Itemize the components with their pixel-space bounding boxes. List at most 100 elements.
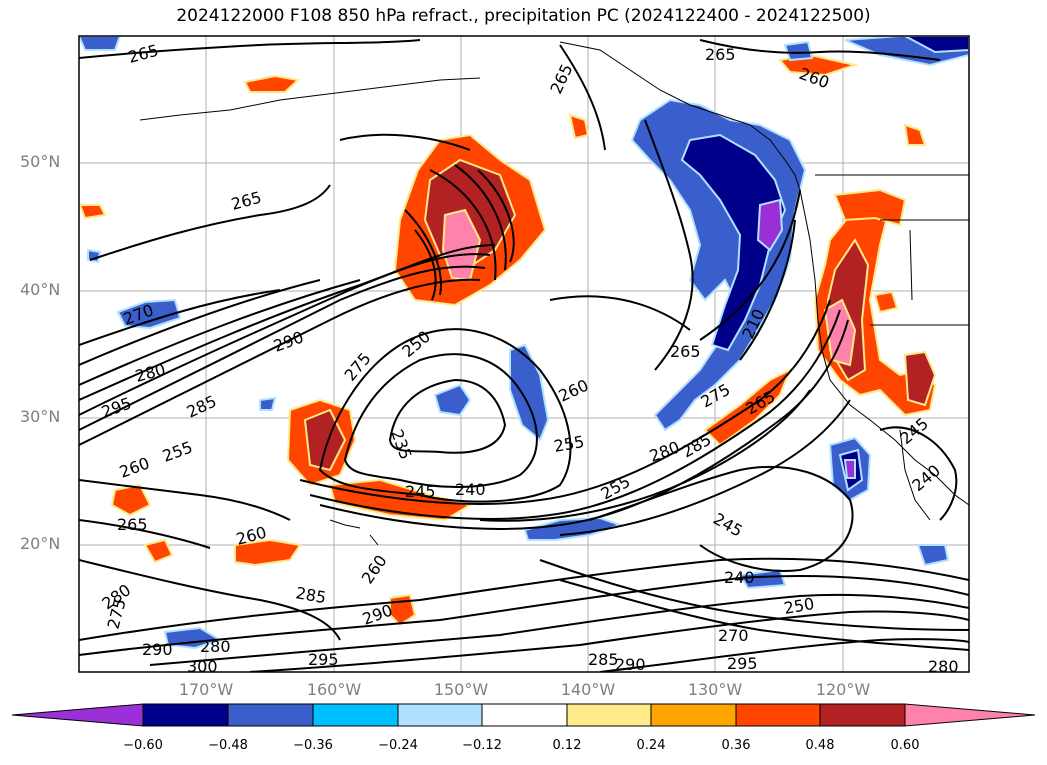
lon-label: 120°W [815, 680, 871, 699]
precip-blob [783, 40, 814, 62]
contour-label: 255 [160, 437, 195, 465]
contour-label: 265 [546, 61, 576, 97]
contour-label: 250 [782, 594, 815, 618]
lat-label: 30°N [20, 407, 61, 426]
precip-blob [79, 36, 122, 51]
colorbar-tick-label: 0.60 [890, 738, 920, 753]
contour-line [79, 244, 496, 401]
map-frame [78, 35, 970, 673]
contour-line [79, 39, 421, 59]
contour-label: 280 [200, 637, 231, 656]
colorbar-segment [481, 703, 568, 727]
contour-label: 280 [133, 360, 167, 386]
contour-line [549, 295, 691, 331]
contour-label: 265 [705, 45, 736, 64]
precip-blob [433, 383, 472, 417]
colorbar-tick-label: −0.60 [123, 738, 163, 753]
contour-line [477, 169, 515, 263]
contour-label: 265 [117, 515, 148, 534]
contour-line [79, 278, 481, 446]
coastline [139, 77, 481, 121]
contour-line [79, 289, 281, 346]
contour-line [559, 44, 606, 151]
contour-line [644, 119, 694, 371]
colorbar-segment [312, 703, 399, 727]
contour-label: 290 [142, 640, 173, 659]
contour-line [309, 309, 841, 520]
contour-line [559, 399, 851, 536]
contour-label: 285 [294, 583, 327, 607]
colorbar-tick-label: 0.12 [552, 738, 582, 753]
contour-line [559, 579, 969, 651]
precip-negative-areas [79, 36, 969, 650]
contour-line [79, 559, 341, 641]
contour-line [79, 479, 291, 521]
contour-line [339, 133, 471, 151]
precip-blob [756, 198, 784, 252]
precip-blob [568, 113, 590, 140]
precip-blob [738, 568, 787, 590]
precip-blob [903, 123, 927, 146]
colorbar-tick-label: −0.24 [378, 738, 418, 753]
contour-line [79, 557, 969, 641]
colorbar-tick-label: 0.48 [805, 738, 835, 753]
contour-line [699, 39, 941, 61]
precip-blob [823, 298, 857, 367]
contour-label: 275 [341, 349, 375, 385]
lat-label: 20°N [20, 534, 61, 553]
contour-label: 270 [718, 626, 749, 645]
colorbar-segment [650, 703, 737, 727]
contour-line [589, 465, 854, 572]
contour-line [414, 229, 437, 301]
precip-blob [143, 538, 174, 564]
colorbar-tick-label: −0.36 [293, 738, 333, 753]
lat-label: 50°N [20, 152, 61, 171]
contour-label: 240 [908, 461, 944, 495]
contour-label: 280 [647, 437, 682, 465]
colorbar-extend-low [11, 703, 144, 727]
contour-label: 295 [727, 654, 758, 673]
contour-line [739, 219, 796, 361]
contour-line [343, 353, 538, 488]
contour-line [388, 378, 507, 454]
precip-blob [110, 483, 152, 517]
contour-line [318, 328, 572, 503]
contour-line [479, 389, 811, 522]
precip-positive-areas [79, 53, 937, 627]
precip-blob [116, 298, 182, 330]
contour-label: 235 [387, 427, 415, 462]
lon-label: 130°W [687, 680, 743, 699]
precip-blob [833, 188, 907, 227]
precip-blob [916, 544, 950, 567]
coastline [909, 229, 913, 301]
colorbar-segment [142, 703, 229, 727]
contour-line [699, 189, 801, 341]
contour-label: 280 [928, 657, 959, 676]
contour-line [79, 279, 361, 386]
contour-line [454, 164, 507, 271]
contour-line [429, 169, 497, 281]
contour-line [79, 279, 321, 366]
lat-label: 40°N [20, 280, 61, 299]
colorbar-segment [819, 703, 906, 727]
precip-blob [234, 538, 302, 567]
contour-line [79, 265, 486, 431]
colorbar [11, 703, 1036, 727]
contour-line [149, 593, 969, 666]
coastline [369, 534, 379, 546]
precip-blob [509, 343, 550, 442]
contour-label: 285 [588, 650, 619, 669]
coastline [329, 519, 361, 529]
coastline [799, 189, 969, 506]
contour-label: 265 [229, 188, 263, 214]
contour-label: 260 [556, 375, 592, 405]
contour-line [599, 638, 969, 672]
contour-label: 290 [615, 655, 646, 674]
precip-blob [843, 459, 856, 479]
colorbar-tick-label: 0.36 [721, 738, 751, 753]
map-title: 2024122000 F108 850 hPa refract., precip… [176, 6, 871, 26]
precip-blob [79, 204, 107, 220]
contour-line [249, 610, 969, 672]
contour-label: 295 [308, 650, 339, 669]
